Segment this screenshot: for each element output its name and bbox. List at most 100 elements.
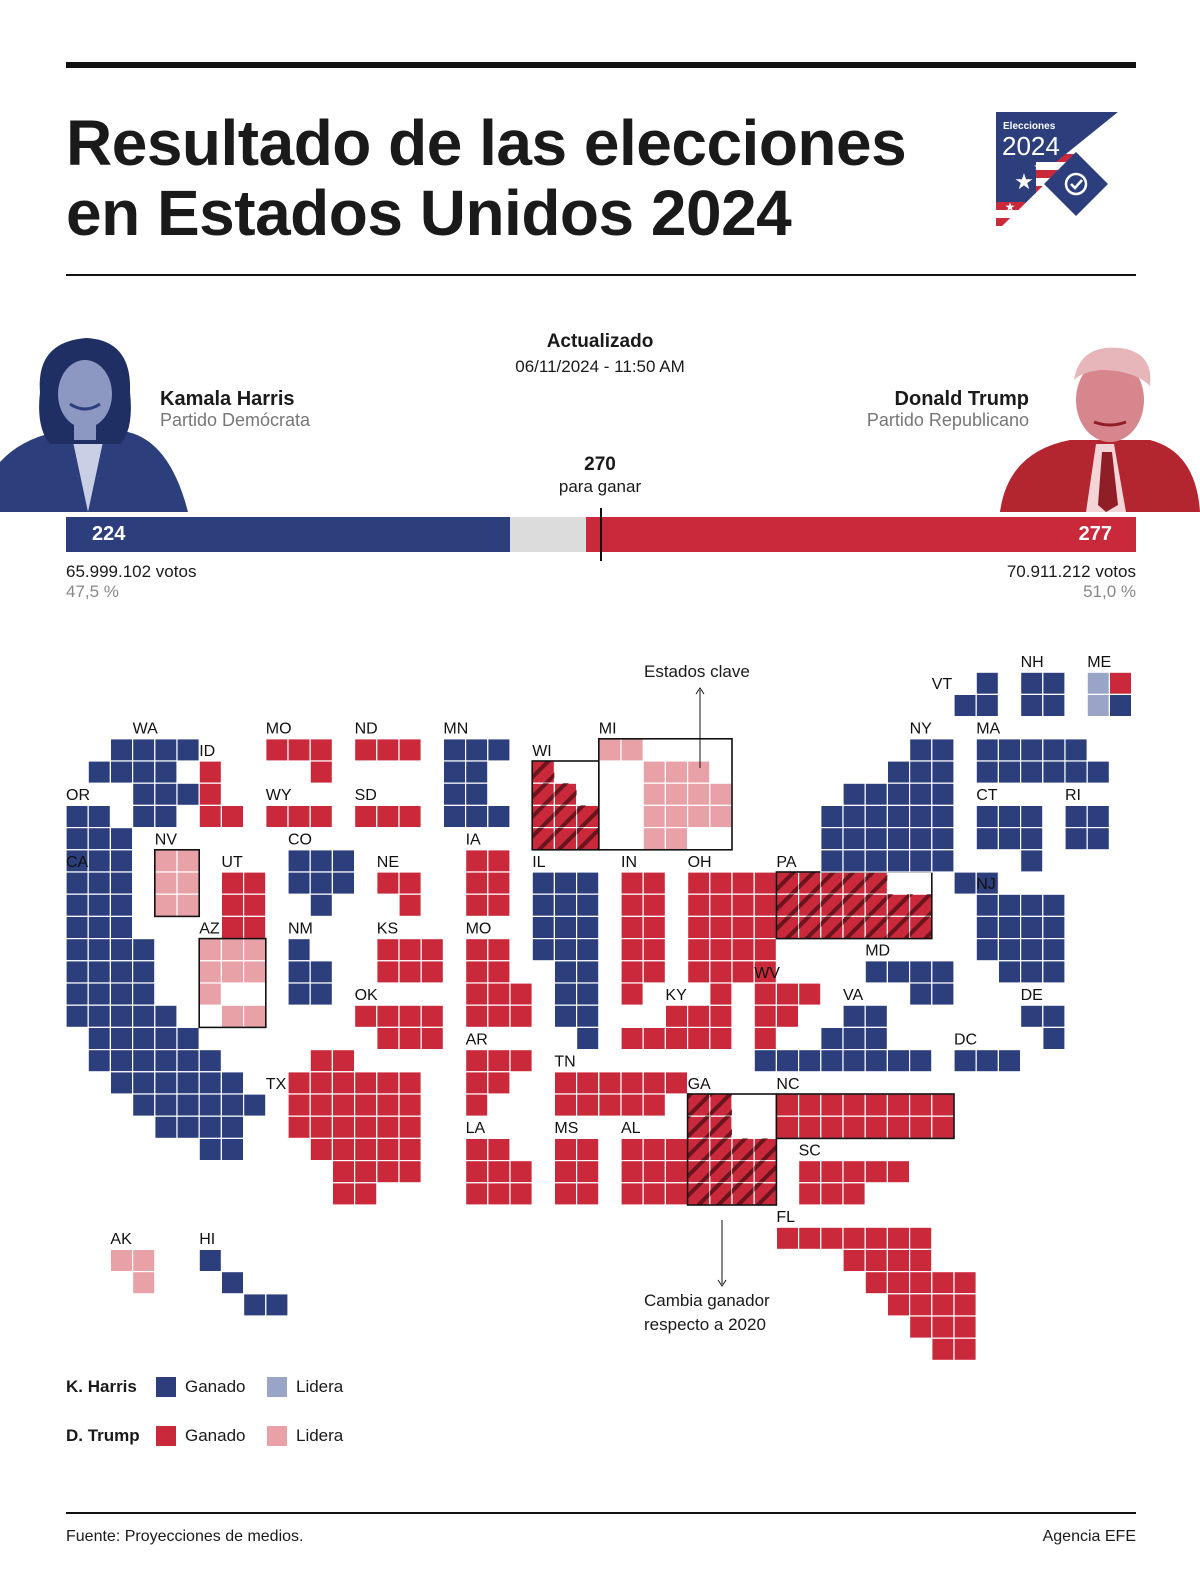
- state-tile: [87, 760, 111, 784]
- state-tile: [109, 915, 134, 940]
- state-label-ia: IA: [466, 832, 481, 849]
- state-label-mi: MI: [599, 721, 617, 738]
- key-states-annotation: Estados clave: [644, 662, 750, 681]
- state-tile: [931, 738, 955, 762]
- state-tile: [243, 1004, 267, 1029]
- state-tile: [487, 1137, 511, 1162]
- legend-trump-won-text: Ganado: [185, 1426, 246, 1445]
- state-tile: [487, 738, 511, 762]
- state-tile: [465, 849, 489, 873]
- state-tile: [642, 960, 667, 984]
- state-label-nc: NC: [776, 1076, 799, 1093]
- state-tile: [220, 1137, 245, 1162]
- state-tile: [65, 804, 89, 829]
- state-tile: [220, 893, 245, 918]
- legend-harris-leads-swatch: [267, 1377, 287, 1397]
- state-tile: [154, 1026, 178, 1051]
- state-tile: [842, 1093, 866, 1117]
- state-tile: [487, 937, 511, 962]
- state-tile: [598, 1071, 622, 1095]
- state-tile: [864, 782, 889, 807]
- state-tile: [265, 738, 289, 762]
- state-tile: [420, 1004, 445, 1029]
- legend-trump-leads-text: Lidera: [296, 1426, 344, 1445]
- state-tile: [886, 1159, 911, 1184]
- state-al: [620, 1137, 689, 1206]
- trump-percent: 51,0 %: [1083, 582, 1136, 601]
- state-tile: [132, 760, 156, 784]
- state-tile: [465, 804, 489, 829]
- state-tile: [87, 893, 111, 918]
- state-tile: [309, 871, 334, 895]
- update-label: Actualizado: [546, 331, 654, 352]
- flip-hatch: [754, 1160, 777, 1183]
- state-tile: [132, 1004, 156, 1029]
- state-tile: [132, 1093, 156, 1117]
- state-tile: [908, 760, 933, 784]
- state-tile: [820, 1115, 844, 1139]
- flip-hatch: [687, 1138, 710, 1161]
- header-divider: [66, 274, 1136, 276]
- state-nd: [354, 738, 422, 762]
- state-tile: [775, 1093, 800, 1117]
- state-label-ga: GA: [688, 1076, 711, 1093]
- harris-name: Kamala Harris: [160, 388, 295, 410]
- state-tile: [997, 760, 1022, 784]
- state-label-pa: PA: [776, 854, 796, 871]
- state-label-tx: TX: [266, 1076, 287, 1093]
- state-tile: [132, 1071, 156, 1095]
- state-tile: [575, 915, 600, 940]
- state-tile: [309, 982, 334, 1006]
- state-tile: [220, 1093, 245, 1117]
- state-tile: [842, 1159, 866, 1184]
- state-tile: [997, 738, 1022, 762]
- legend-trump-label: D. Trump: [66, 1426, 140, 1445]
- state-label-hi: HI: [199, 1231, 215, 1248]
- state-tile: [908, 982, 933, 1006]
- state-tile: [487, 1182, 511, 1206]
- flip-hatch: [532, 761, 555, 784]
- state-tile: [531, 937, 556, 962]
- state-tile: [354, 1159, 378, 1184]
- flip-hatch: [776, 894, 799, 917]
- state-tile: [575, 1159, 600, 1184]
- state-tile: [309, 1137, 334, 1162]
- state-tile: [331, 1182, 356, 1206]
- state-tile: [709, 804, 733, 829]
- state-tile: [642, 1071, 667, 1095]
- state-tile: [243, 960, 267, 984]
- state-tile: [420, 937, 445, 962]
- flip-hatch: [776, 872, 799, 895]
- state-tile: [109, 937, 134, 962]
- state-pa: [775, 871, 933, 940]
- state-tile: [109, 826, 134, 851]
- state-tile: [376, 1026, 400, 1051]
- state-label-ri: RI: [1065, 787, 1081, 804]
- state-tile: [487, 849, 511, 873]
- state-tile: [686, 960, 711, 984]
- state-tile: [953, 1270, 977, 1295]
- state-ks: [376, 937, 445, 984]
- change-winner-annotation-line-2: respecto a 2020: [644, 1315, 766, 1334]
- state-tile: [864, 1048, 889, 1073]
- state-tile: [220, 1270, 245, 1295]
- state-tile: [664, 782, 689, 807]
- state-tile: [132, 1248, 156, 1273]
- state-tile: [154, 760, 178, 784]
- state-tile: [87, 982, 111, 1006]
- state-tile: [953, 693, 977, 718]
- state-tile: [975, 760, 1000, 784]
- state-tile: [953, 1293, 977, 1317]
- state-tile: [642, 1026, 667, 1051]
- state-ny: [820, 738, 1000, 895]
- state-tile: [309, 1093, 334, 1117]
- state-tile: [953, 1048, 977, 1073]
- state-tile: [842, 849, 866, 873]
- state-tile: [908, 1293, 933, 1317]
- state-tile: [132, 982, 156, 1006]
- state-tile: [154, 1093, 178, 1117]
- state-tile: [553, 1004, 578, 1029]
- flip-hatch: [709, 1138, 732, 1161]
- state-tile: [620, 1159, 644, 1184]
- state-tile: [1064, 760, 1088, 784]
